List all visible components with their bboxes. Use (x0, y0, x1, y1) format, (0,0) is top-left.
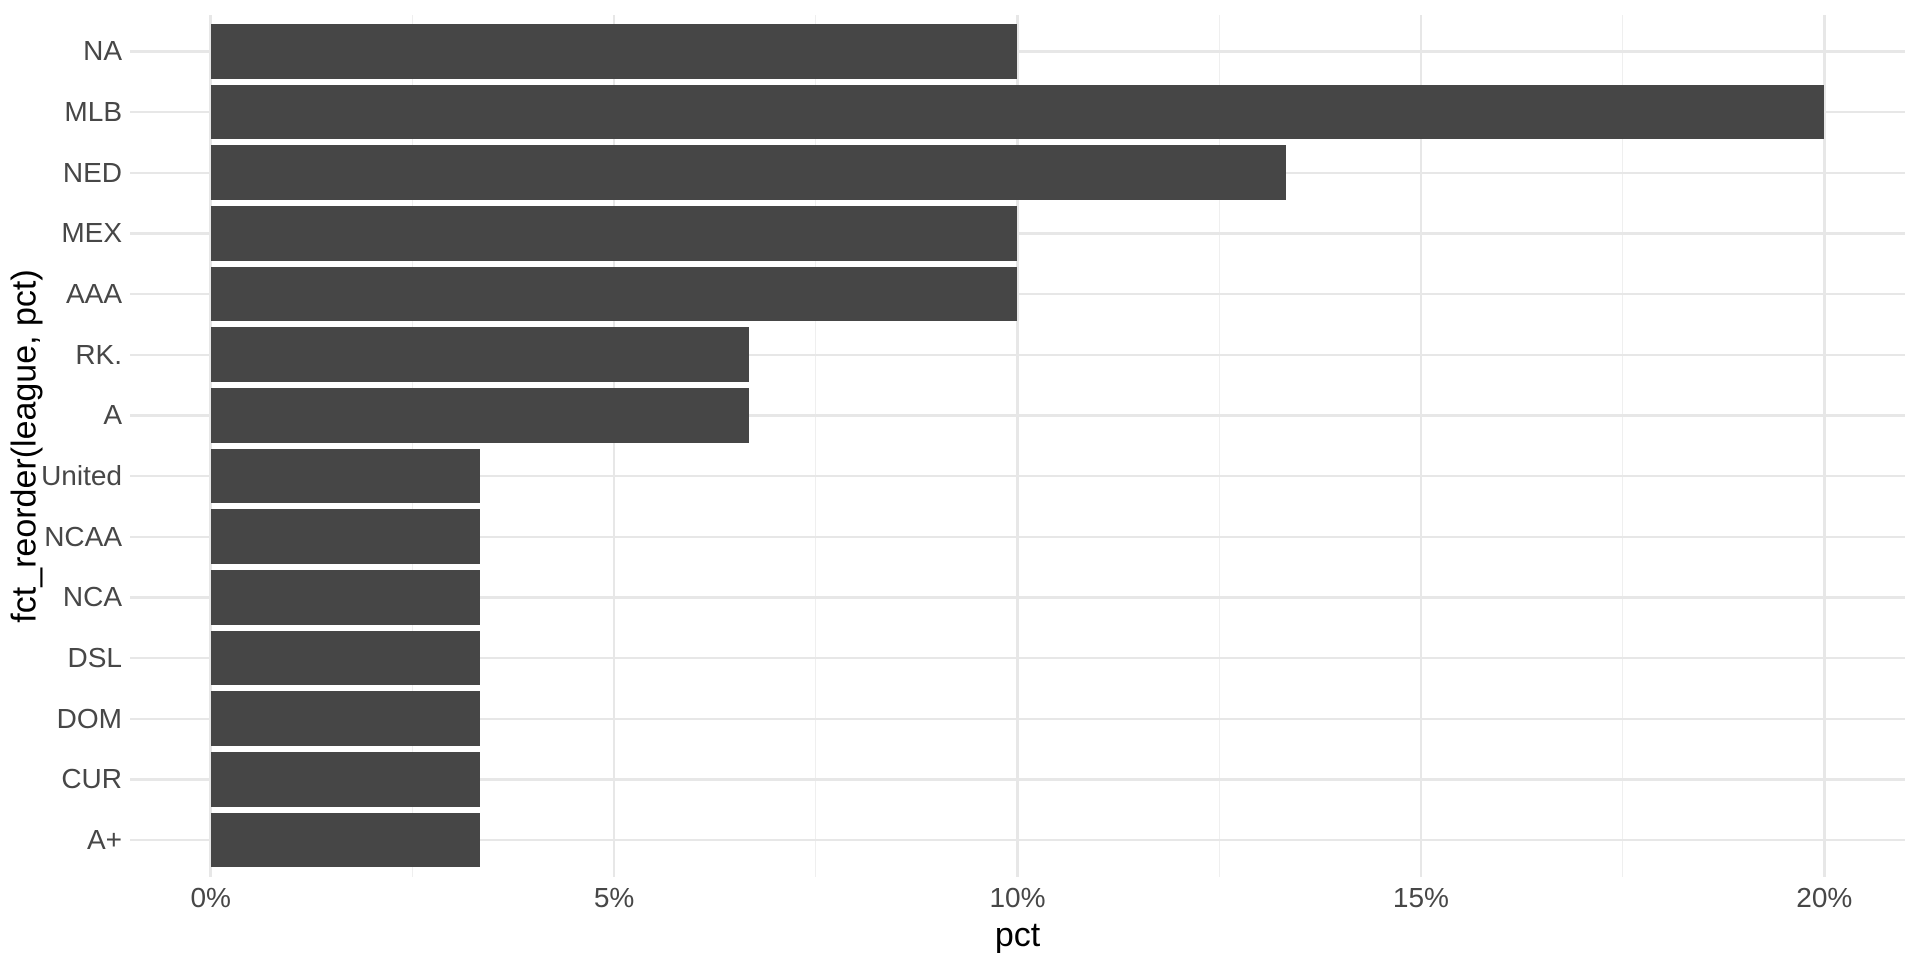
y-axis-title: fct_reorder(league, pct) (5, 269, 44, 623)
horizontal-gridline (130, 656, 1905, 660)
bar-nca (210, 570, 480, 625)
horizontal-gridline (130, 50, 1905, 53)
horizontal-gridline (130, 535, 1905, 538)
horizontal-gridline (130, 717, 1905, 720)
y-tick-label: MLB (64, 96, 122, 128)
y-tick-label: A (103, 399, 122, 431)
vertical-major-gridline (1823, 15, 1826, 877)
vertical-minor-gridline (1621, 15, 1624, 877)
vertical-minor-gridline (411, 15, 414, 877)
y-tick-label: MEX (61, 217, 122, 249)
y-tick-label: CUR (61, 763, 122, 795)
y-tick-label: A+ (86, 824, 122, 856)
x-tick-label: 0% (190, 882, 231, 913)
vertical-minor-gridline (1218, 15, 1220, 877)
y-tick-label: RK. (75, 338, 122, 370)
bar-a (210, 812, 480, 868)
x-tick-label: 10% (989, 882, 1046, 913)
vertical-minor-gridline (815, 15, 817, 877)
horizontal-gridline (130, 778, 1905, 781)
x-tick-label: 15% (1392, 882, 1449, 913)
x-tick-label: 20% (1796, 882, 1853, 913)
y-tick-label: DSL (67, 642, 122, 674)
y-tick-label: DOM (56, 702, 122, 734)
bar-na (210, 24, 1018, 79)
horizontal-gridline (130, 474, 1905, 478)
vertical-major-gridline (612, 15, 616, 877)
bar-rk (210, 327, 749, 383)
bar-aaa (210, 266, 1018, 322)
bar-dsl (210, 630, 480, 686)
horizontal-gridline (130, 596, 1905, 599)
y-tick-label: United (41, 460, 122, 492)
vertical-major-gridline (1016, 15, 1019, 877)
bar-ned (210, 145, 1287, 201)
y-tick-label: AAA (65, 278, 122, 310)
bar-ncaa (210, 509, 480, 565)
bar-united (210, 448, 480, 504)
y-tick-label: NED (62, 156, 122, 188)
x-tick-label: 5% (593, 882, 635, 913)
horizontal-gridline (130, 292, 1905, 296)
horizontal-gridline (130, 353, 1905, 356)
vertical-major-gridline (1419, 15, 1423, 877)
y-tick-label: NCAA (44, 520, 122, 552)
bar-dom (210, 691, 480, 747)
vertical-major-gridline (209, 15, 212, 877)
y-tick-label: NCA (62, 581, 122, 613)
bar-mlb (210, 84, 1825, 140)
bar-cur (210, 752, 480, 807)
x-axis-title: pct (994, 916, 1041, 954)
y-tick-label: NA (83, 35, 122, 67)
bar-mex (210, 206, 1018, 261)
horizontal-gridline (130, 232, 1905, 235)
bar-a (210, 388, 749, 443)
horizontal-gridline (130, 414, 1905, 417)
horizontal-gridline (130, 838, 1905, 842)
